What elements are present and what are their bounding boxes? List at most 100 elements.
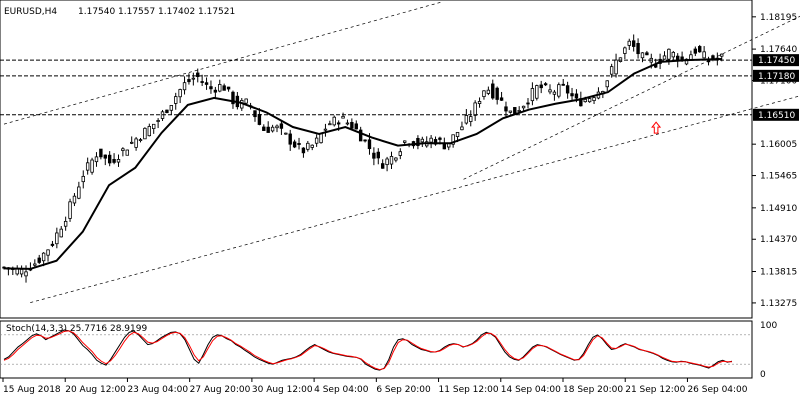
candle-body — [420, 138, 425, 143]
candle-body — [451, 134, 455, 145]
candle-body — [530, 88, 535, 102]
candle-body — [284, 132, 288, 135]
candle-body — [310, 144, 314, 148]
candle-body — [288, 133, 292, 145]
candle-body — [698, 46, 702, 53]
price-plot[interactable] — [0, 0, 800, 303]
candle-body — [358, 129, 363, 142]
candle-body — [469, 116, 473, 122]
candle-body — [301, 147, 306, 154]
candle-body — [319, 133, 323, 144]
price-tick-label: 1.18195 — [760, 13, 797, 23]
candle-body — [99, 148, 103, 158]
candle-body — [204, 82, 209, 85]
candle-body — [491, 83, 495, 99]
candle-body — [292, 141, 297, 148]
price-level-tag-label: 1.16510 — [758, 111, 795, 121]
candle-body — [213, 89, 218, 93]
candle-body — [482, 90, 486, 97]
candle-body — [134, 138, 138, 148]
candle-body — [543, 83, 548, 86]
candle-body — [50, 243, 55, 246]
candle-body — [209, 86, 213, 90]
candle-body — [557, 84, 561, 97]
moving-average-line — [3, 57, 722, 270]
candle-body — [693, 48, 698, 54]
candle-body — [81, 175, 85, 183]
candle-body — [152, 123, 156, 130]
price-tick-label: 1.14370 — [760, 235, 797, 245]
candle-body — [645, 52, 649, 56]
price-level-tag — [753, 108, 799, 121]
close-value: 1.17521 — [198, 7, 235, 17]
candle-body — [535, 85, 539, 99]
candle-body — [125, 149, 129, 156]
candle-body — [389, 156, 394, 165]
time-tick-label: 20 Aug 12:00 — [65, 385, 126, 395]
candle-body — [55, 232, 59, 245]
candle-body — [297, 143, 301, 145]
candle-body — [363, 139, 367, 142]
candle-body — [429, 137, 433, 143]
candle-body — [182, 82, 187, 91]
candle-body — [345, 122, 350, 125]
candle-body — [90, 159, 94, 173]
candle-body — [367, 139, 372, 150]
candle-body — [574, 93, 579, 99]
candle-body — [609, 66, 614, 75]
price-level-tag — [753, 69, 799, 82]
candle-body — [138, 139, 143, 142]
main-plot-frame — [0, 0, 753, 319]
candle-body — [191, 77, 196, 80]
candle-body — [129, 141, 134, 144]
candle-body — [354, 123, 358, 130]
candle-body — [416, 137, 420, 147]
candle-body — [143, 127, 147, 140]
time-tick-label: 14 Sep 04:00 — [501, 385, 561, 395]
stoch-plot[interactable] — [0, 329, 752, 371]
candle-body — [266, 126, 270, 133]
time-tick-label: 23 Aug 04:00 — [127, 385, 188, 395]
candle-body — [521, 105, 526, 109]
candle-body — [552, 91, 557, 95]
time-tick-label: 21 Sep 12:00 — [625, 385, 685, 395]
candle-body — [244, 98, 248, 104]
candle-body — [623, 47, 627, 54]
candle-body — [85, 162, 90, 171]
candle-body — [314, 137, 319, 144]
high-value: 1.17557 — [118, 7, 155, 17]
candle-body — [196, 72, 200, 77]
candle-body — [517, 110, 521, 112]
candle-body — [403, 140, 407, 143]
candle-body — [671, 51, 676, 58]
candle-body — [19, 268, 24, 275]
candle-body — [385, 158, 389, 166]
open-value: 1.17540 — [78, 7, 115, 17]
candle-body — [77, 186, 81, 199]
candle-body — [147, 126, 152, 137]
stoch-tick-label: 0 — [760, 370, 766, 380]
time-tick-label: 11 Sep 12:00 — [439, 385, 499, 395]
candle-body — [473, 102, 477, 116]
candle-body — [499, 97, 504, 101]
time-tick-label: 4 Sep 04:00 — [314, 385, 369, 395]
stoch-tick-label: 100 — [760, 321, 777, 331]
candle-body — [41, 252, 46, 262]
candle-body — [592, 97, 596, 102]
candle-body — [460, 126, 464, 131]
candle-body — [116, 159, 121, 163]
candle-body — [486, 89, 491, 94]
price-tick-label: 1.14910 — [760, 204, 797, 214]
candle-body — [398, 151, 402, 156]
trend-line-inner-channel — [463, 15, 800, 180]
candle-body — [121, 148, 125, 151]
low-value: 1.17402 — [158, 7, 195, 17]
candle-body — [169, 105, 174, 111]
candle-body — [107, 154, 112, 164]
candle-body — [570, 93, 574, 97]
time-axis: 15 Aug 2018 20 Aug 12:00 23 Aug 04:00 27 Au… — [2, 378, 748, 395]
candle-body — [583, 99, 587, 103]
up-arrow-icon — [651, 121, 662, 134]
candle-body — [464, 115, 469, 124]
